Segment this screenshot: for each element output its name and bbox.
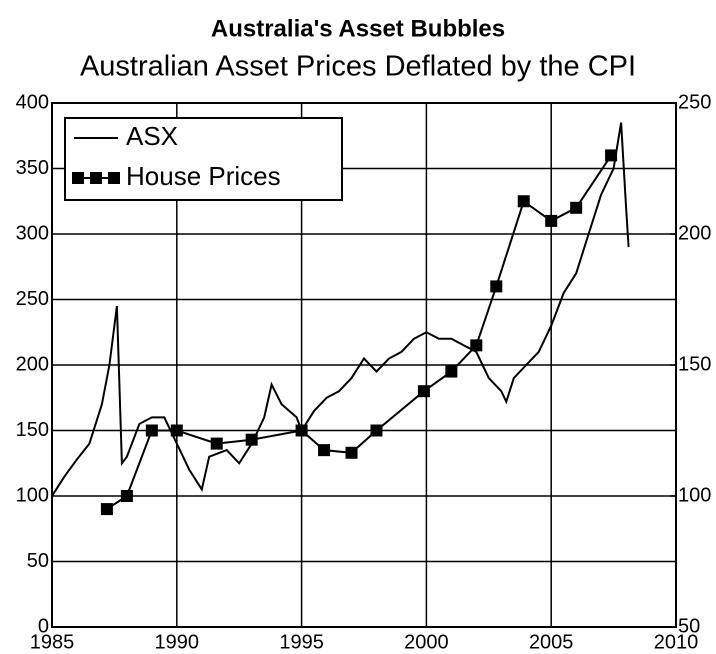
y2-tick-label: 200 (678, 222, 711, 244)
point-marker (345, 446, 358, 459)
y-tick-label: 350 (16, 157, 49, 179)
point-marker (470, 339, 483, 352)
point-marker (517, 195, 530, 208)
point-marker (100, 503, 113, 516)
point-marker (210, 437, 223, 450)
point-marker (490, 280, 503, 293)
y-tick-label: 250 (16, 288, 49, 310)
chart-subtitle: Australian Asset Prices Deflated by the … (80, 51, 636, 83)
y-tick-label: 200 (16, 353, 49, 375)
y-tick-label: 150 (16, 419, 49, 441)
y-tick-label: 100 (16, 484, 49, 506)
point-marker (145, 424, 158, 437)
point-marker (545, 214, 558, 227)
point-marker (120, 490, 133, 502)
y2-tick-label: 150 (678, 353, 711, 375)
plot-frame (51, 102, 677, 628)
point-marker (245, 433, 258, 446)
legend-marker (90, 172, 102, 184)
point-marker (170, 424, 183, 437)
chart-title: Australia's Asset Bubbles (211, 15, 505, 42)
x-tick-label: 1985 (30, 631, 75, 653)
y-tick-label: 50 (27, 550, 49, 572)
x-tick-label: 2000 (404, 631, 449, 653)
legend-marker (108, 172, 120, 184)
point-marker (605, 149, 618, 162)
point-marker (445, 365, 458, 378)
y2-tick-label: 250 (678, 91, 711, 113)
legend-marker (72, 172, 84, 184)
y2-tick-label: 50 (678, 615, 700, 637)
series-line (51, 122, 630, 497)
y-tick-label: 300 (16, 222, 49, 244)
legend-label: House Prices (126, 161, 281, 191)
y2-tick-label: 100 (678, 484, 711, 506)
y-tick-label: 0 (38, 615, 49, 637)
point-marker (295, 424, 308, 437)
point-marker (570, 201, 583, 214)
x-tick-label: 1990 (155, 631, 200, 653)
x-tick-label: 2010 (654, 631, 699, 653)
x-tick-label: 1995 (279, 631, 324, 653)
y-tick-label: 400 (16, 91, 49, 113)
point-marker (417, 385, 430, 398)
point-marker (370, 424, 383, 437)
x-tick-label: 2005 (529, 631, 574, 653)
legend-label: ASX (126, 121, 178, 151)
point-marker (318, 444, 331, 457)
legend-box (64, 117, 343, 201)
